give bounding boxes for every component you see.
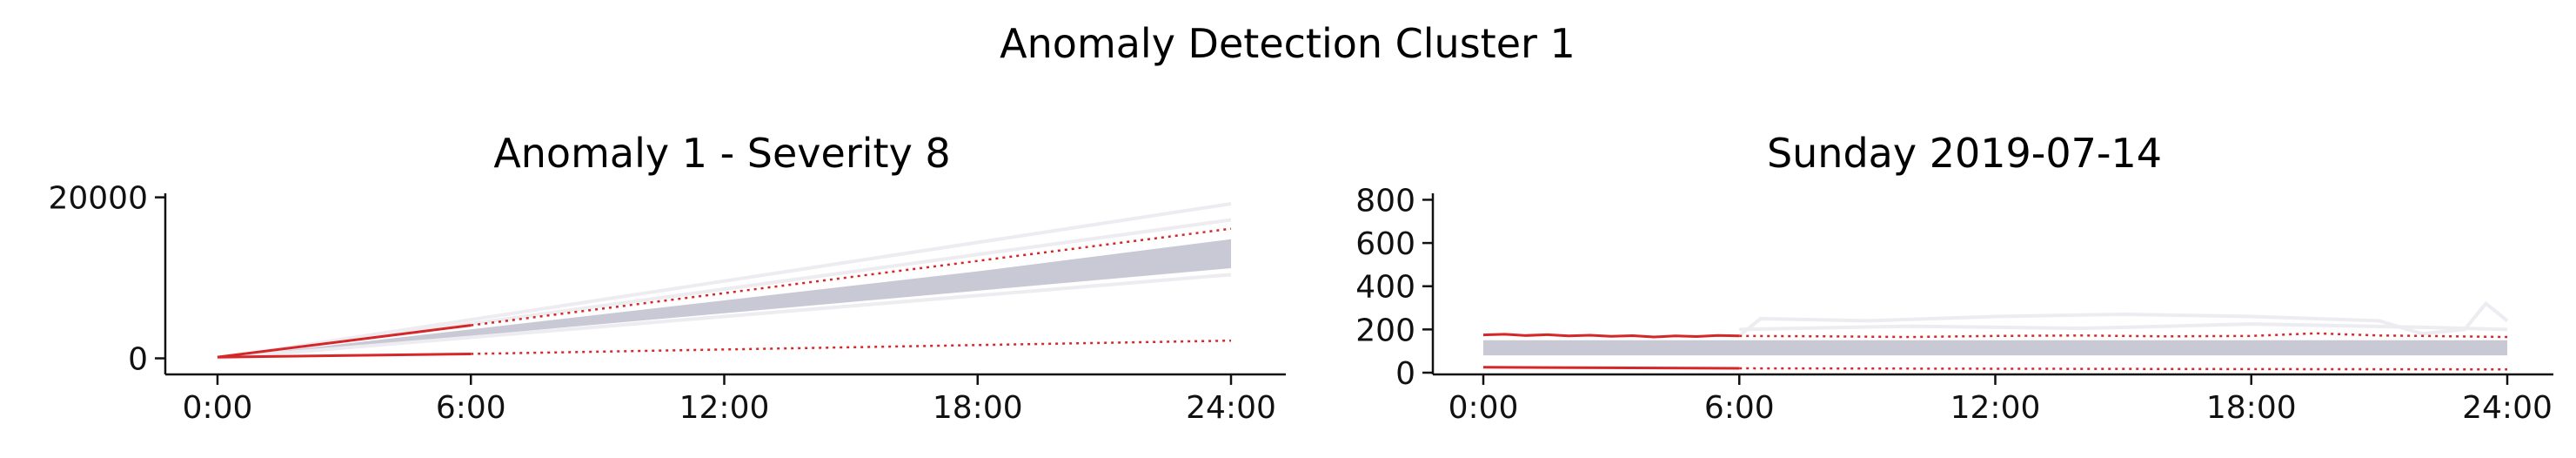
x-tick-label: 12:00 — [1950, 390, 2041, 426]
y-tick-label: 0 — [1395, 356, 1415, 392]
anomaly-line — [217, 324, 472, 359]
y-tick-label: 600 — [1355, 226, 1415, 262]
anomaly-projection-line — [1739, 332, 2508, 339]
y-tick-label: 0 — [128, 342, 148, 378]
anomaly-line — [217, 352, 472, 359]
y-tick-label: 200 — [1355, 313, 1415, 348]
x-tick-label: 24:00 — [2462, 390, 2553, 426]
y-tick-label: 800 — [1355, 183, 1415, 219]
background-series-line — [1737, 300, 2509, 338]
series-layer — [1482, 300, 2509, 371]
y-ticks: 0 200 400 600 800 — [1355, 183, 1433, 392]
x-tick-label: 6:00 — [1704, 390, 1775, 426]
panel-title: Sunday 2019-07-14 — [1767, 130, 2162, 177]
x-tick-label: 0:00 — [1449, 390, 1519, 426]
anomaly-projection-line — [1739, 367, 2508, 371]
y-ticks: 0 20000 — [48, 181, 165, 378]
background-series-line — [1739, 322, 2508, 332]
panel-title: Anomaly 1 - Severity 8 — [493, 130, 950, 177]
x-ticks: 0:00 6:00 12:00 18:00 24:00 — [1449, 374, 2553, 426]
x-tick-label: 6:00 — [436, 390, 506, 426]
anomaly-projection-line — [471, 339, 1232, 355]
normal-range-band — [1483, 340, 2507, 356]
background-series-line — [217, 202, 1232, 360]
y-tick-label: 20000 — [48, 181, 148, 217]
normal-range-band — [217, 239, 1231, 359]
anomaly-line — [1482, 366, 1740, 370]
y-tick-label: 400 — [1355, 270, 1415, 306]
x-tick-label: 24:00 — [1186, 390, 1276, 426]
panel-anomaly: Anomaly 1 - Severity 8 0:00 6:00 12:00 18:0… — [48, 130, 1286, 426]
x-tick-label: 18:00 — [2206, 390, 2297, 426]
x-ticks: 0:00 6:00 12:00 18:00 24:00 — [183, 374, 1276, 426]
panel-day: Sunday 2019-07-14 0:00 6:00 12:00 18:00 24:0… — [1355, 130, 2553, 426]
anomaly-projection-line — [471, 227, 1232, 327]
anomaly-line — [1482, 333, 1740, 339]
x-tick-label: 0:00 — [183, 390, 253, 426]
background-series-line — [217, 273, 1232, 360]
series-layer — [217, 202, 1232, 360]
x-tick-label: 12:00 — [679, 390, 770, 426]
figure-suptitle: Anomaly Detection Cluster 1 — [1000, 20, 1576, 67]
x-tick-label: 18:00 — [933, 390, 1023, 426]
